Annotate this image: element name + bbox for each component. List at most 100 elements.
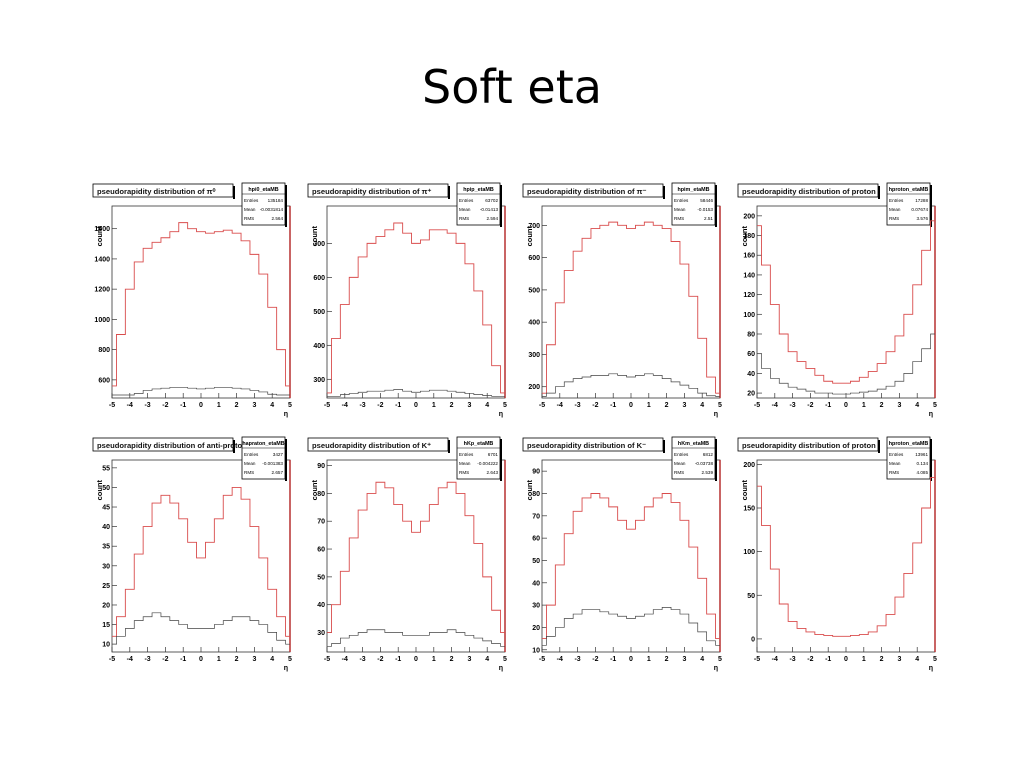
- y-tick-label: 10: [102, 642, 110, 649]
- x-axis-label: η: [929, 665, 933, 672]
- x-tick-label: 5: [933, 656, 937, 663]
- x-tick-label: 1: [647, 402, 651, 409]
- y-tick-label: 30: [532, 603, 540, 610]
- x-tick-label: 4: [270, 402, 274, 409]
- stats-box-shadow: [285, 439, 287, 481]
- x-tick-label: 0: [844, 656, 848, 663]
- y-tick-label: 30: [317, 630, 325, 637]
- y-tick-label: 300: [313, 377, 325, 384]
- stats-box: hKm_etaMB Entries 6812 Mean -0.03738 RMS 2.539: [671, 436, 717, 481]
- stats-label: Entries: [674, 452, 689, 457]
- x-tick-label: 0: [844, 402, 848, 409]
- panel-title-box: pseudorapidity distribution of K⁻: [522, 437, 665, 453]
- y-tick-label: 50: [532, 558, 540, 565]
- histogram-series: [112, 222, 290, 387]
- stats-value: 3.576: [917, 216, 929, 221]
- x-axis-label: η: [284, 411, 288, 418]
- stats-value: 58446: [700, 198, 713, 203]
- x-tick-label: 3: [897, 402, 901, 409]
- y-tick-label: 25: [102, 583, 110, 590]
- stats-box-shadow: [500, 439, 502, 481]
- y-axis-label: count: [525, 480, 534, 501]
- y-tick-label: 50: [102, 485, 110, 492]
- plot-frame: [756, 459, 936, 653]
- y-tick-label: 200: [528, 384, 540, 391]
- x-tick-label: 0: [629, 656, 633, 663]
- stats-value: 2.539: [702, 470, 714, 475]
- plot-frame: [111, 205, 291, 399]
- panel-title-box: pseudorapidity distribution of π⁺: [307, 183, 450, 199]
- x-tick-label: 0: [414, 656, 418, 663]
- stats-label: RMS: [459, 216, 469, 221]
- x-tick-label: 1: [432, 402, 436, 409]
- stats-name: hproton_etaMB: [889, 187, 929, 193]
- panel-title: pseudorapidity distribution of π⁰: [97, 187, 216, 196]
- plot-frame: [326, 205, 506, 399]
- y-tick-label: 100: [743, 549, 755, 556]
- x-tick-label: -2: [377, 402, 383, 409]
- y-tick-label: 40: [317, 602, 325, 609]
- x-tick-label: 4: [700, 656, 704, 663]
- y-tick-label: 20: [102, 602, 110, 609]
- histogram-series: [542, 373, 720, 397]
- y-tick-label: 35: [102, 544, 110, 551]
- stats-name: hpim_etaMB: [677, 187, 709, 193]
- stats-value: -0.01413: [480, 207, 499, 212]
- y-tick-label: 500: [313, 309, 325, 316]
- stats-label: Entries: [459, 198, 474, 203]
- x-tick-label: -1: [825, 402, 831, 409]
- x-tick-label: -2: [162, 402, 168, 409]
- histogram-series: [327, 629, 505, 647]
- y-tick-label: 400: [528, 320, 540, 327]
- stats-value: 2.564: [272, 216, 284, 221]
- stats-label: Mean: [674, 207, 686, 212]
- stats-box-border: [671, 436, 716, 480]
- x-tick-label: -2: [377, 656, 383, 663]
- y-tick-label: 200: [743, 462, 755, 469]
- x-tick-label: 4: [915, 402, 919, 409]
- panel-title-box: pseudorapidity distribution of proton: [737, 183, 880, 199]
- x-tick-label: 5: [503, 402, 507, 409]
- x-axis-label: η: [714, 411, 718, 418]
- stats-value: -0.001383: [262, 461, 283, 466]
- stats-name: hapraton_etaMB: [242, 441, 284, 447]
- x-tick-label: 2: [665, 656, 669, 663]
- stats-label: Entries: [459, 452, 474, 457]
- stats-label: RMS: [889, 216, 899, 221]
- title-box-shadow: [878, 440, 880, 453]
- stats-name: hpi0_etaMB: [248, 187, 278, 193]
- x-tick-label: 2: [235, 402, 239, 409]
- y-tick-label: 40: [102, 524, 110, 531]
- y-tick-label: 60: [317, 547, 325, 554]
- x-tick-label: 1: [862, 402, 866, 409]
- x-tick-label: -4: [557, 402, 563, 409]
- x-tick-label: -3: [574, 656, 580, 663]
- y-tick-label: 120: [743, 292, 755, 299]
- plot-frame: [326, 459, 506, 653]
- y-tick-label: 60: [532, 536, 540, 543]
- y-tick-label: 600: [528, 255, 540, 262]
- y-tick-label: 150: [743, 506, 755, 513]
- x-tick-label: 1: [217, 656, 221, 663]
- x-tick-label: -1: [180, 402, 186, 409]
- panel-title: pseudorapidity distribution of anti-prot…: [97, 441, 247, 450]
- panel-title-box: pseudorapidity distribution of anti-prot…: [92, 437, 247, 453]
- plot-frame: [541, 205, 721, 399]
- x-tick-label: -2: [592, 402, 598, 409]
- x-tick-label: -3: [144, 656, 150, 663]
- x-tick-label: -4: [342, 402, 348, 409]
- stats-value: 0.07674: [911, 207, 928, 212]
- stats-value: 135184: [268, 198, 284, 203]
- y-axis-label: count: [310, 480, 319, 501]
- x-axis-label: η: [929, 411, 933, 418]
- panel-title: pseudorapidity distribution of K⁻: [527, 441, 646, 450]
- title-box-shadow: [448, 440, 450, 453]
- stats-box: hpim_etaMB Entries 58446 Mean -0.0153 RMS 2.51: [671, 182, 717, 227]
- panel-title: pseudorapidity distribution of proton: [742, 187, 876, 196]
- histogram-series: [327, 222, 505, 394]
- y-tick-label: 15: [102, 622, 110, 629]
- stats-value: 6812: [703, 452, 714, 457]
- y-tick-label: 1200: [94, 287, 110, 294]
- x-tick-label: -5: [754, 402, 760, 409]
- stats-value: 13961: [915, 452, 928, 457]
